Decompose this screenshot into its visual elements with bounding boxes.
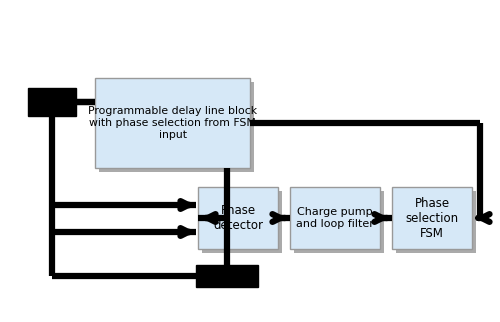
Bar	[196, 265, 258, 287]
Bar	[28, 88, 76, 116]
Bar	[290, 187, 380, 249]
Text: Phase
detector: Phase detector	[213, 204, 263, 232]
Text: Phase
selection
FSM: Phase selection FSM	[406, 196, 458, 240]
Bar	[198, 187, 278, 249]
Bar	[294, 191, 384, 253]
Bar	[396, 191, 476, 253]
Text: Programmable delay line block
with phase selection from FSM
input: Programmable delay line block with phase…	[88, 106, 257, 140]
Bar	[392, 187, 472, 249]
Text: Charge pump
and loop filter: Charge pump and loop filter	[296, 207, 374, 229]
Bar	[99, 82, 254, 172]
Bar	[95, 78, 250, 168]
Bar	[202, 191, 282, 253]
